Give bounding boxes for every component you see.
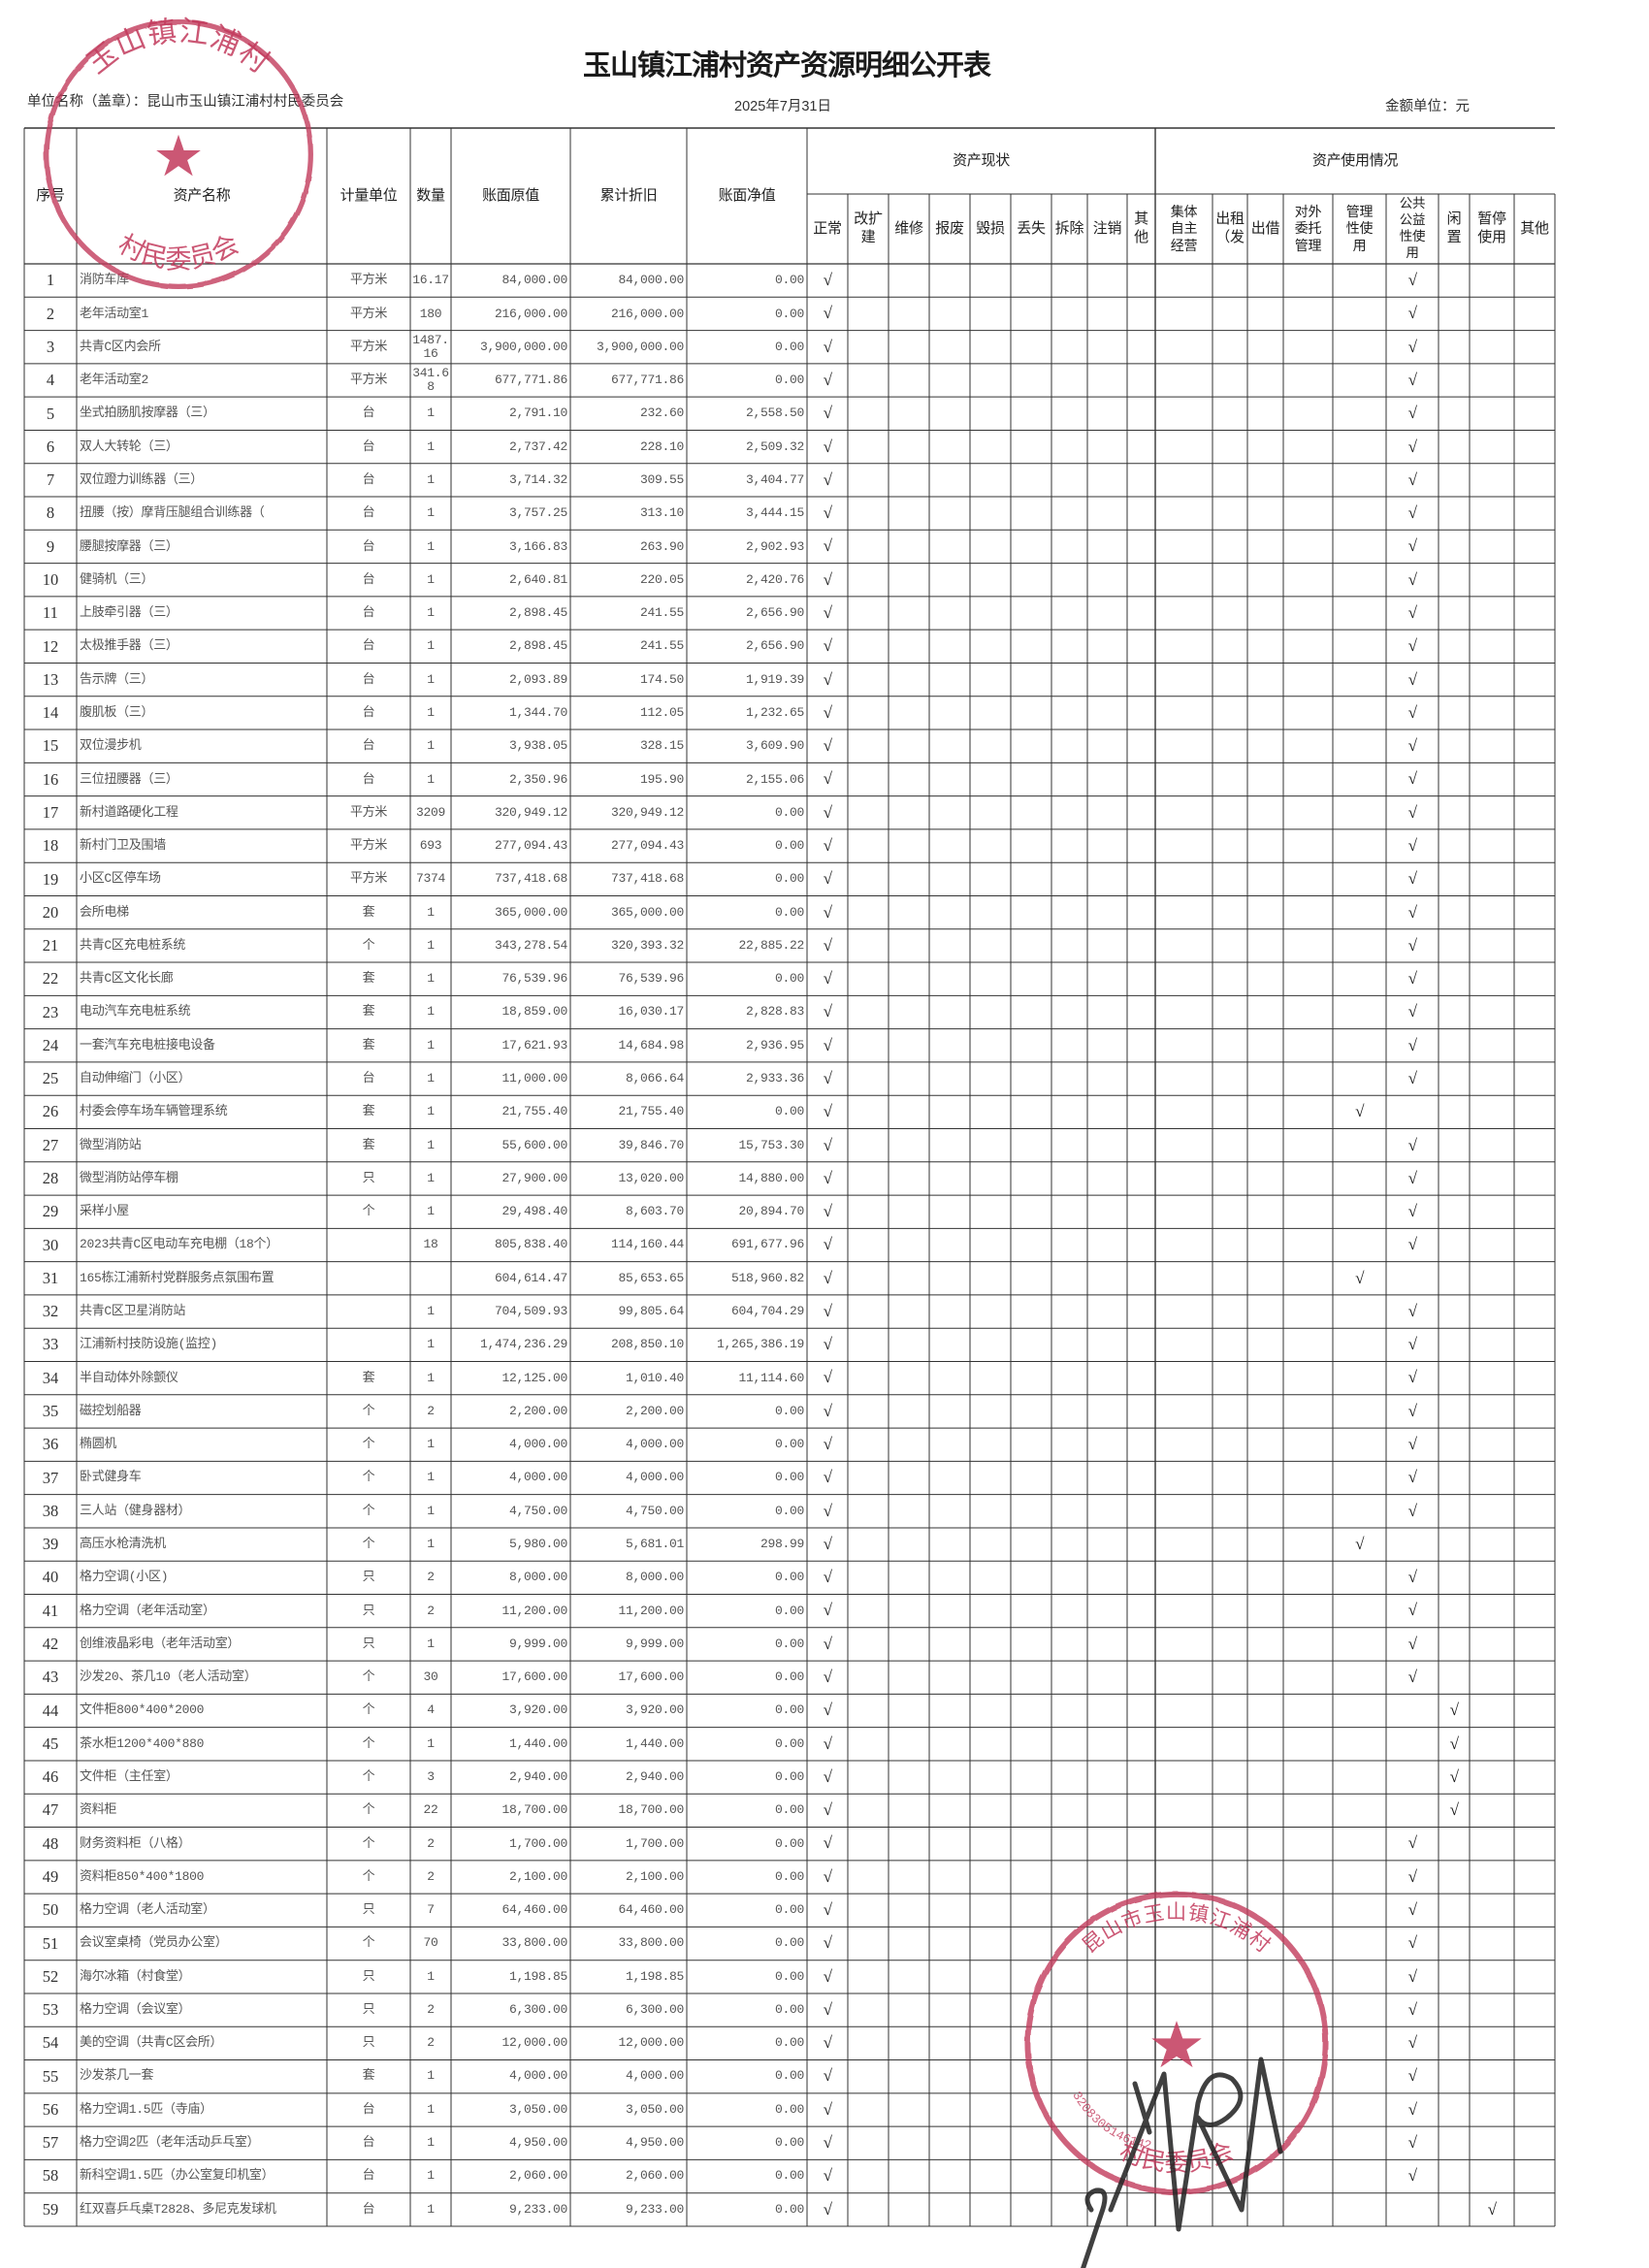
- svg-text:玉山镇江浦村: 玉山镇江浦村: [81, 16, 275, 81]
- svg-text:村民委员会: 村民委员会: [113, 229, 243, 274]
